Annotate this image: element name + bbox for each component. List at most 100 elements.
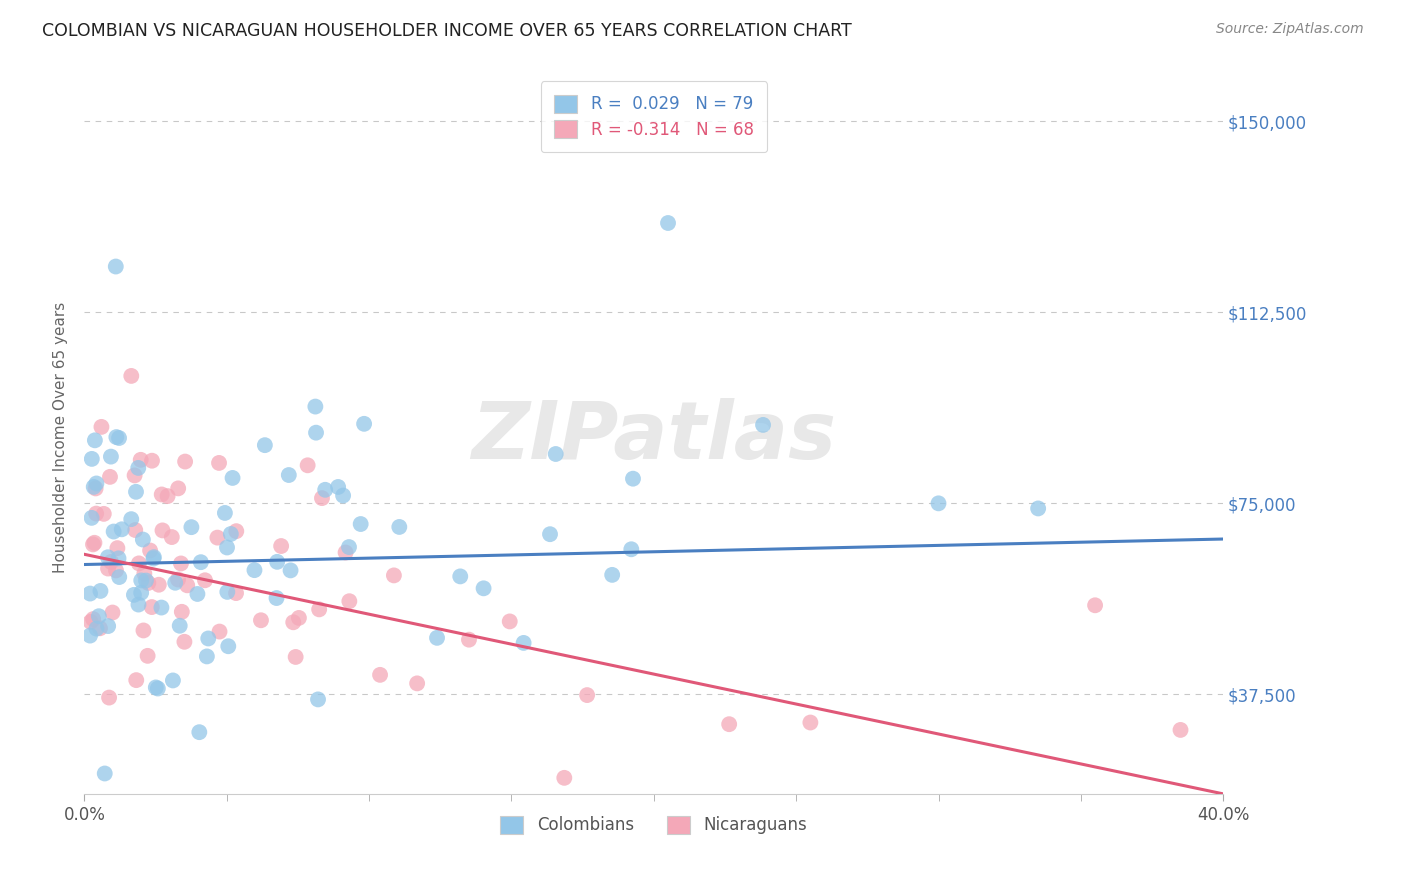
Point [167,482,190,496]
Point [87,609,110,624]
Text: Source: ZipAtlas.com: Source: ZipAtlas.com [1216,22,1364,37]
Point [134,566,156,581]
Point [243,563,266,577]
Point [108,431,131,445]
Point [215,541,238,555]
Point [132,533,155,547]
Point [160,530,183,544]
Point [207,531,229,545]
Point [314,483,336,497]
Point [90,420,112,434]
Point [657,216,679,230]
Point [752,417,775,432]
Point [208,456,231,470]
Point [136,576,159,591]
Point [97,561,120,575]
Point [150,600,173,615]
Point [129,452,152,467]
Point [100,450,122,464]
Point [225,524,247,538]
Point [368,668,391,682]
Point [382,568,405,582]
Point [253,438,276,452]
Point [250,613,273,627]
Point [388,520,411,534]
Point [277,468,299,483]
Point [195,649,218,664]
Point [620,542,643,557]
Point [353,417,375,431]
Point [86,622,108,636]
Point [553,771,575,785]
Point [129,574,152,588]
Point [180,520,202,534]
Point [266,555,288,569]
Point [266,591,288,605]
Point [284,649,307,664]
Point [93,507,115,521]
Point [576,688,599,702]
Point [89,621,111,635]
Point [93,766,115,780]
Point [139,543,162,558]
Point [538,527,561,541]
Point [176,578,198,592]
Point [129,585,152,599]
Point [152,524,174,538]
Point [100,555,122,569]
Point [98,690,121,705]
Point [82,612,104,626]
Point [169,619,191,633]
Point [142,550,165,565]
Point [1084,599,1107,613]
Point [108,570,131,584]
Point [89,583,111,598]
Point [1170,723,1192,737]
Point [332,489,354,503]
Point [120,368,142,383]
Legend: Colombians, Nicaraguans: Colombians, Nicaraguans [492,807,815,843]
Point [499,615,522,629]
Point [83,434,105,448]
Y-axis label: Householder Income Over 65 years: Householder Income Over 65 years [52,301,67,573]
Point [83,536,105,550]
Point [219,527,242,541]
Point [120,512,142,526]
Point [188,725,211,739]
Point [190,555,212,569]
Point [544,447,567,461]
Point [103,524,125,539]
Point [337,540,360,554]
Point [512,636,534,650]
Point [83,480,105,494]
Point [141,453,163,467]
Point [280,563,302,577]
Point [170,557,193,571]
Point [79,629,101,643]
Point [270,539,292,553]
Point [600,567,623,582]
Point [167,573,190,587]
Point [111,522,134,536]
Point [79,586,101,600]
Text: ZIPatlas: ZIPatlas [471,398,837,476]
Point [350,516,373,531]
Point [174,454,197,468]
Point [799,715,821,730]
Point [122,588,145,602]
Point [305,425,328,440]
Point [124,468,146,483]
Point [472,582,495,596]
Point [170,605,193,619]
Point [165,575,187,590]
Point [311,491,333,505]
Point [406,676,429,690]
Point [98,470,121,484]
Point [128,557,150,571]
Point [217,639,239,653]
Point [146,681,169,696]
Point [84,482,107,496]
Point [197,632,219,646]
Point [80,511,103,525]
Point [136,648,159,663]
